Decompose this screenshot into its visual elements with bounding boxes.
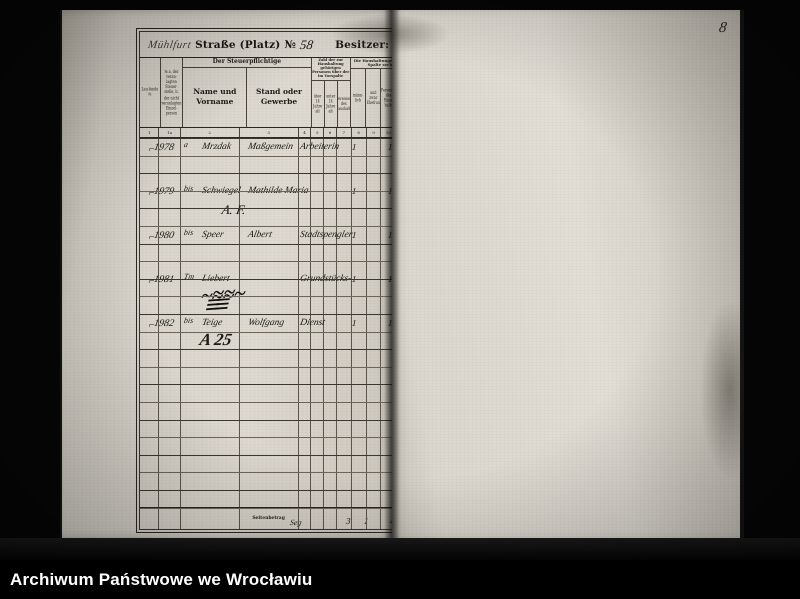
header-h2-text: und zwar Ehefrau	[366, 90, 380, 106]
footer-cell	[324, 508, 337, 529]
left-col-1	[140, 138, 160, 507]
footer-cell	[311, 508, 325, 529]
header-name: Name und Vorname	[183, 67, 248, 127]
scan-bed-top	[0, 0, 800, 10]
owner-label: Besitzer:	[335, 38, 390, 51]
footer-cell	[159, 508, 181, 529]
book-gutter	[384, 8, 400, 540]
footer-cell	[181, 508, 240, 529]
archive-watermark: Archiwum Państwowe we Wrocławiu	[0, 560, 800, 599]
left-col-2	[159, 138, 181, 507]
header-h2: und zwar Ehefrau	[366, 69, 382, 127]
column-number-cell: 8	[352, 128, 367, 137]
header-group-taxpayer: Der Steuerpflichtige Name und Vorname St…	[183, 58, 312, 127]
header-stand: Stand oder Gewerbe	[247, 68, 310, 127]
header-steuerstelle-text: № a. der veran-lagten Steuer-stelle, b. …	[161, 69, 182, 116]
header-persons-text: Personen des Haushalts	[338, 96, 350, 112]
column-number-cell: 7	[337, 128, 352, 137]
footer-cell	[299, 508, 312, 529]
header-over14-text: über 14 Jahre alt	[313, 93, 323, 115]
column-number-cell: 9	[367, 128, 382, 137]
header-h1: männ-lich	[351, 69, 367, 127]
header-stand-text: Stand oder Gewerbe	[255, 87, 303, 107]
column-number-cell: 4	[299, 128, 312, 137]
left-col-9	[352, 138, 367, 507]
column-number-cell: 1a	[159, 128, 181, 137]
footer-cell	[337, 508, 352, 529]
header-over14: über 14 Jahre alt	[312, 80, 325, 127]
header-under14-text: unter 14 Jahre alt	[326, 93, 336, 115]
left-col-7	[324, 138, 337, 507]
header-steuerstelle-nr: № a. der veran-lagten Steuer-stelle, b. …	[161, 58, 184, 127]
left-col-8	[337, 138, 352, 507]
street-name-handwritten: Mühlfurt	[147, 38, 193, 51]
left-col-6	[311, 138, 325, 507]
column-number-cell: 1	[140, 128, 160, 137]
header-household-title: Zahl der zur Haushaltung gehörigen Perso…	[311, 58, 350, 81]
header-household2-title: Die Haushaltungen unter Spalte sechs	[350, 58, 412, 70]
table-header-left: Lau-fende № № a. der veran-lagten Steuer…	[140, 58, 443, 128]
left-col-4	[240, 138, 299, 507]
scan-bed-left	[0, 0, 60, 560]
street-label: Straße (Platz)	[195, 38, 281, 51]
header-name-text: Name und Vorname	[193, 87, 237, 107]
column-number-cell: 2	[181, 128, 240, 137]
left-col-3	[181, 138, 240, 507]
page-number: 8	[717, 20, 728, 36]
number-symbol: №	[284, 38, 297, 51]
column-number-cell: 6	[324, 128, 337, 137]
header-group-household: Zahl der zur Haushaltung gehörigen Perso…	[311, 58, 351, 127]
footer-cell	[140, 508, 160, 529]
form-headline: Mühlfurt Straße (Platz) № 58 Besitzer:	[140, 32, 442, 58]
ledger-page-right: 8 Arten des Einkommens aus Kapital-Vermö…	[392, 8, 800, 542]
ledger-page-left: Mühlfurt Straße (Platz) № 58 Besitzer: L…	[62, 10, 446, 538]
column-number-cell: 3	[240, 128, 299, 137]
header-h1-text: männ-lich	[352, 93, 364, 104]
archive-watermark-text: Archiwum Państwowe we Wrocławiu	[10, 569, 313, 589]
scan-bed-bottom	[0, 538, 800, 560]
footer-cell	[367, 508, 382, 529]
header-laufende-text: Lau-fende №	[141, 87, 159, 98]
footer-total-label: Seitenbetrag	[240, 508, 299, 529]
left-col-10	[367, 138, 382, 507]
column-number-cell: 5	[311, 128, 325, 137]
header-persons: Personen des Haushalts	[338, 81, 350, 127]
left-col-5	[299, 138, 312, 507]
footer-cell	[352, 508, 367, 529]
header-laufende-nr: Lau-fende №	[140, 58, 161, 127]
scan-bed-right	[744, 0, 800, 560]
paper-grain-right	[392, 8, 740, 540]
header-under14: unter 14 Jahre alt	[325, 80, 338, 127]
header-taxpayer-title: Der Steuerpflichtige	[183, 58, 311, 68]
street-number-handwritten: 58	[298, 36, 315, 52]
